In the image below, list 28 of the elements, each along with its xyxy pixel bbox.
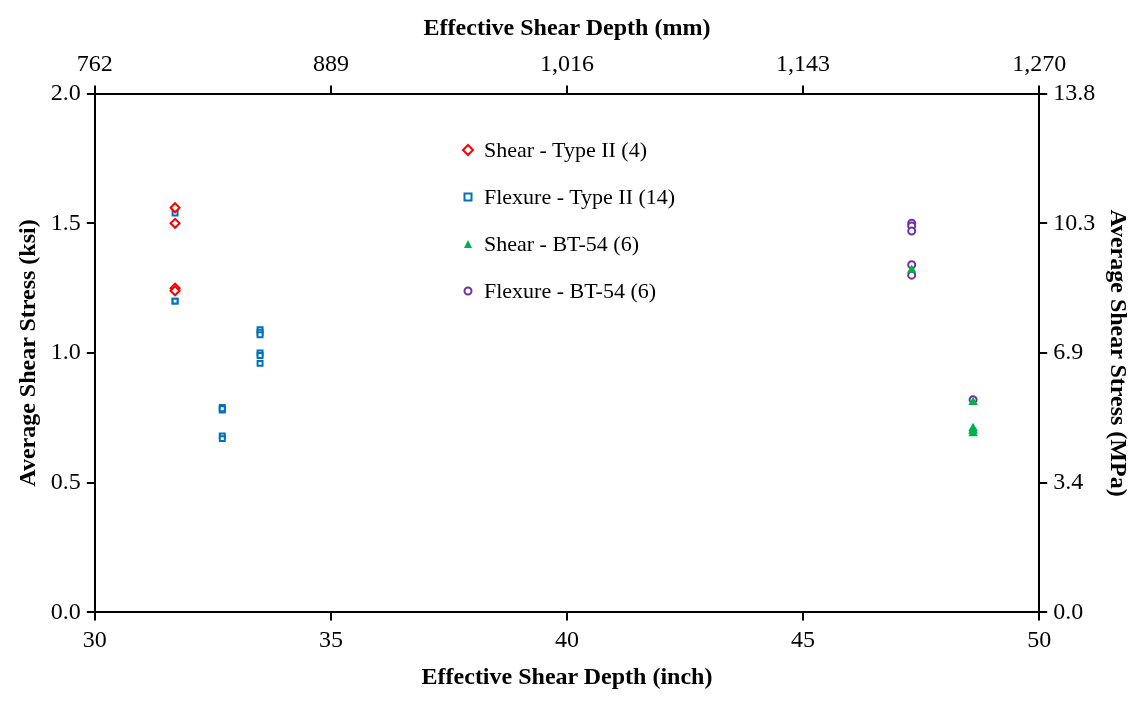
y-tick-label: 2.0 bbox=[50, 78, 81, 105]
y-axis-title: Average Shear Stress (ksi) bbox=[13, 219, 40, 487]
x-axis-title: Effective Shear Depth (inch) bbox=[421, 662, 713, 689]
y2-axis-title: Average Shear Stress (MPa) bbox=[1106, 209, 1133, 497]
x2-axis-title: Effective Shear Depth (mm) bbox=[423, 13, 711, 40]
x2-tick-label: 1,143 bbox=[776, 50, 831, 77]
y-tick-label: 0.0 bbox=[50, 597, 81, 624]
y-tick-label: 1.0 bbox=[50, 338, 81, 365]
y2-tick-label: 3.4 bbox=[1053, 468, 1084, 494]
legend-label: Shear - BT-54 (6) bbox=[484, 230, 639, 257]
x-tick-label: 45 bbox=[791, 626, 816, 653]
x2-tick-label: 889 bbox=[312, 50, 349, 77]
x-tick-label: 50 bbox=[1027, 626, 1052, 653]
y2-tick-label: 13.8 bbox=[1053, 78, 1096, 105]
x2-tick-label: 1,270 bbox=[1012, 50, 1067, 77]
y-tick-label: 1.5 bbox=[50, 208, 81, 235]
legend-label: Shear - Type II (4) bbox=[484, 136, 647, 163]
x-tick-label: 40 bbox=[555, 626, 579, 653]
x2-tick-label: 1,016 bbox=[540, 50, 594, 77]
legend-label: Flexure - Type II (14) bbox=[484, 183, 676, 210]
y-tick-label: 0.5 bbox=[50, 468, 81, 494]
x-tick-label: 35 bbox=[318, 626, 343, 653]
y2-tick-label: 10.3 bbox=[1053, 208, 1096, 235]
x-tick-label: 30 bbox=[82, 626, 107, 653]
y2-tick-label: 0.0 bbox=[1053, 597, 1084, 624]
y2-tick-label: 6.9 bbox=[1053, 338, 1084, 365]
legend-label: Flexure - BT-54 (6) bbox=[484, 277, 657, 304]
x2-tick-label: 762 bbox=[76, 50, 113, 77]
